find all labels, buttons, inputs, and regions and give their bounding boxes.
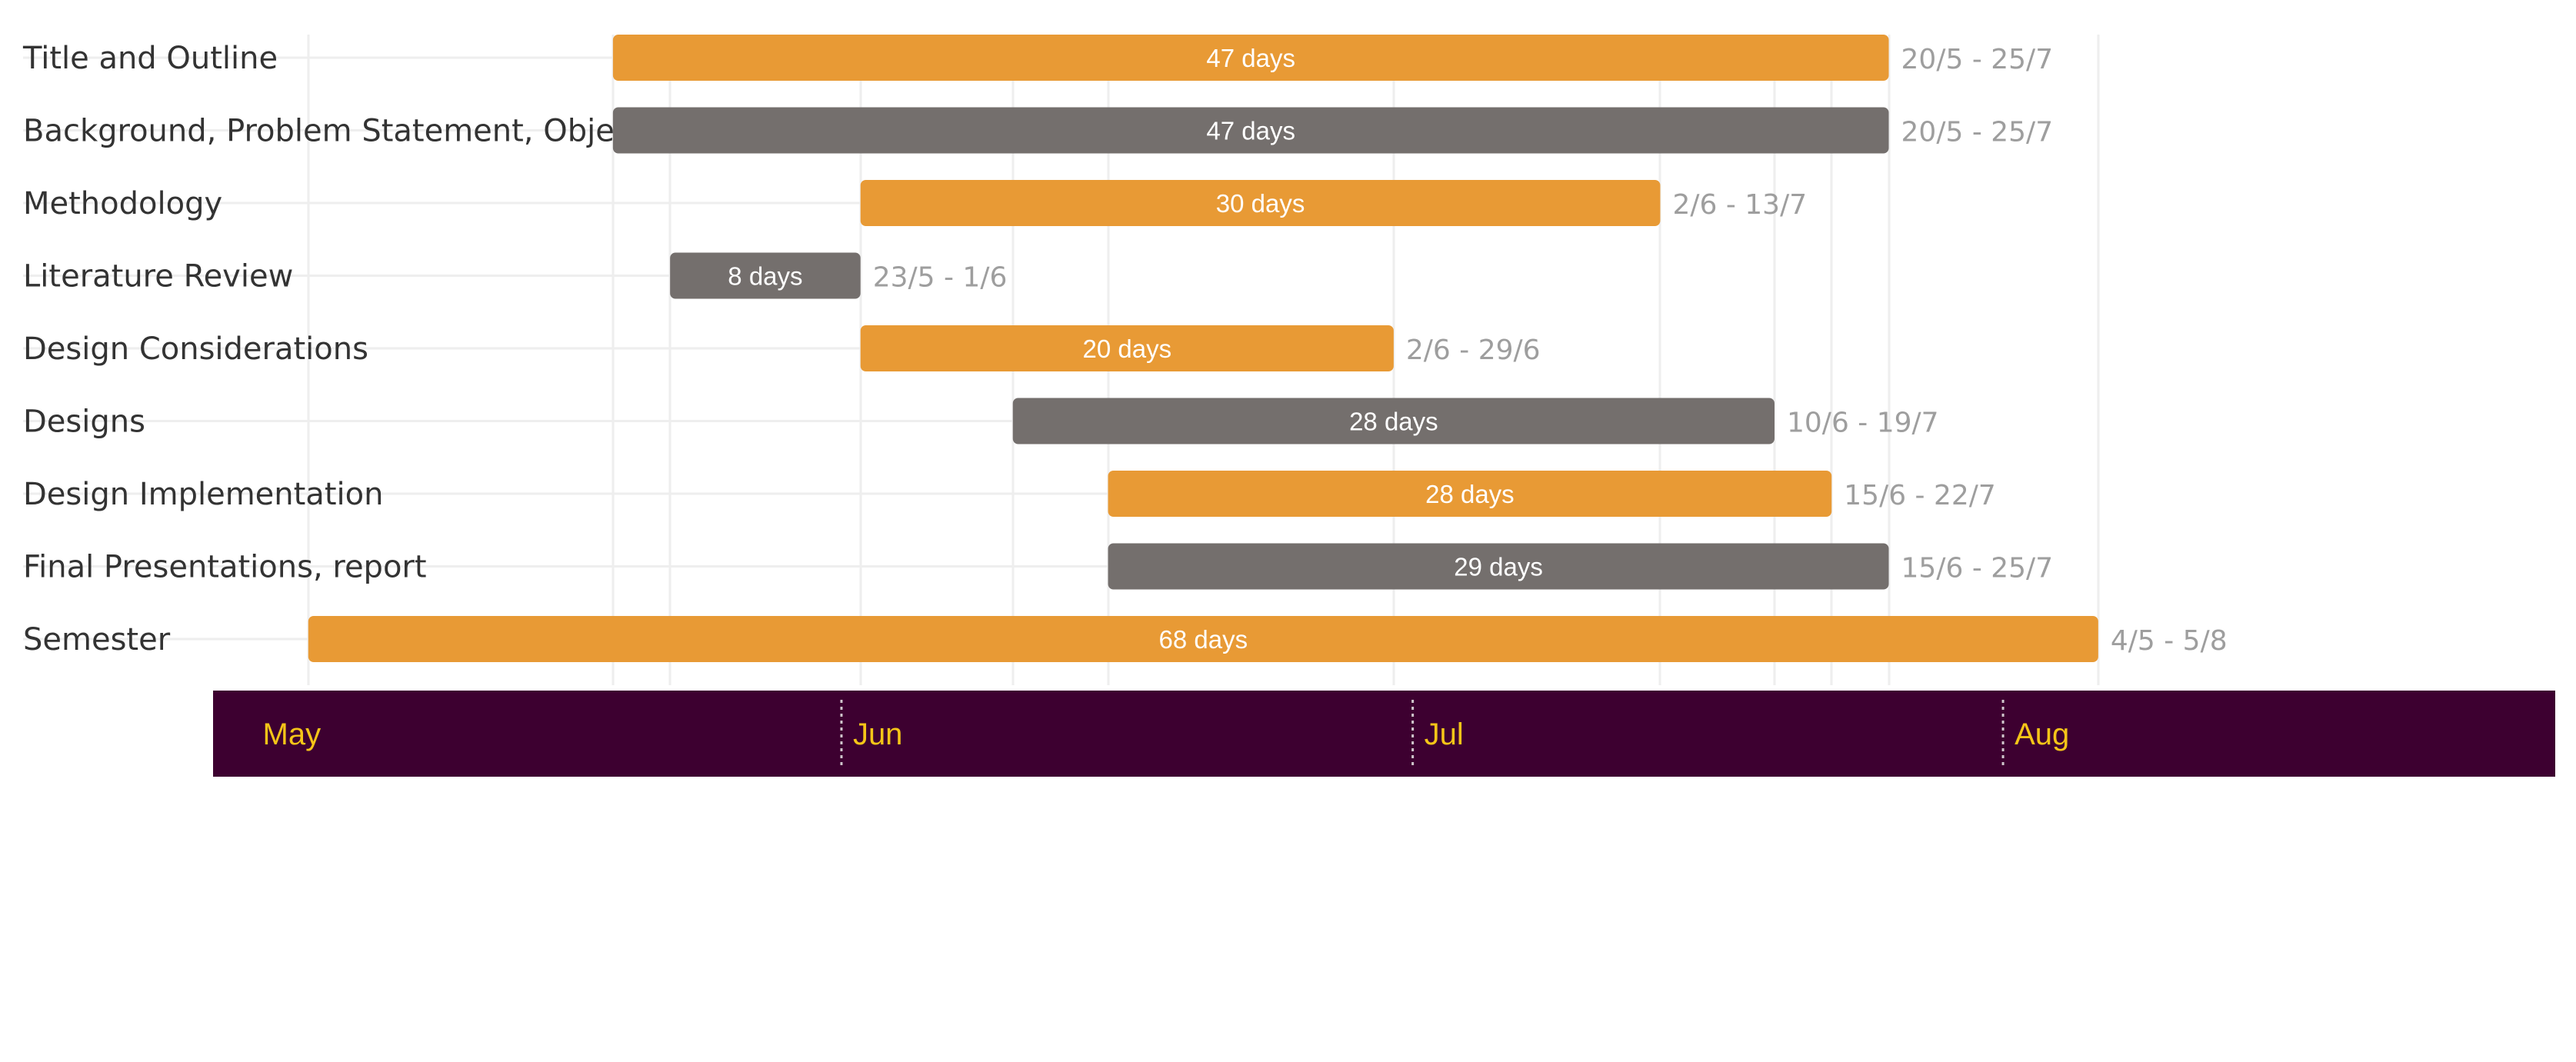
task-bar: [1108, 543, 1889, 590]
task-date-range: 20/5 - 25/7: [1901, 44, 2054, 75]
task-bar: [860, 325, 1394, 371]
task-duration-label: 47 days: [1206, 44, 1295, 72]
task-bar: [612, 107, 1889, 154]
task-date-range: 2/6 - 13/7: [1672, 189, 1807, 221]
task-date-range: 2/6 - 29/6: [1406, 335, 1541, 366]
task-duration-label: 8 days: [728, 262, 802, 291]
task-name: Final Presentations, report: [23, 550, 427, 585]
task-name: Literature Review: [23, 259, 293, 295]
task-duration-label: 47 days: [1206, 117, 1295, 145]
task-name: Methodology: [23, 186, 222, 221]
task-name: Design Implementation: [23, 477, 383, 512]
task-date-range: 23/5 - 1/6: [873, 262, 1008, 294]
task-name: Design Considerations: [23, 331, 368, 367]
task-date-range: 4/5 - 5/8: [2111, 625, 2228, 657]
task-name: Designs: [23, 404, 145, 440]
timeline-band: [213, 691, 2555, 777]
timeline-axis: May Jun Jul Aug: [213, 691, 2555, 777]
task-bar: [670, 252, 861, 299]
task-duration-label: 30 days: [1216, 189, 1305, 218]
task-duration-label: 28 days: [1349, 408, 1438, 436]
task-duration-label: 68 days: [1159, 625, 1248, 654]
task-bar: [308, 616, 2098, 662]
month-label-jun: Jun: [853, 717, 903, 751]
task-bar: [860, 180, 1661, 226]
task-date-range: 10/6 - 19/7: [1787, 408, 1939, 439]
task-date-range: 20/5 - 25/7: [1901, 117, 2054, 148]
month-label-aug: Aug: [2014, 717, 2069, 751]
task-bar: [1108, 471, 1832, 517]
task-name: Title and Outline: [22, 41, 278, 76]
month-label-jul: Jul: [1425, 717, 1464, 751]
task-duration-label: 29 days: [1454, 553, 1543, 581]
month-label-may: May: [263, 717, 322, 751]
task-duration-label: 20 days: [1082, 335, 1171, 363]
task-date-range: 15/6 - 25/7: [1901, 553, 2054, 584]
task-duration-label: 28 days: [1425, 480, 1515, 508]
task-bar: [612, 35, 1889, 81]
task-name: Semester: [23, 622, 171, 658]
task-bar: [1012, 398, 1775, 444]
task-date-range: 15/6 - 22/7: [1844, 480, 1996, 511]
task-bars: 47 days 20/5 - 25/7 47 days 20/5 - 25/7 30 d…: [308, 35, 2228, 662]
